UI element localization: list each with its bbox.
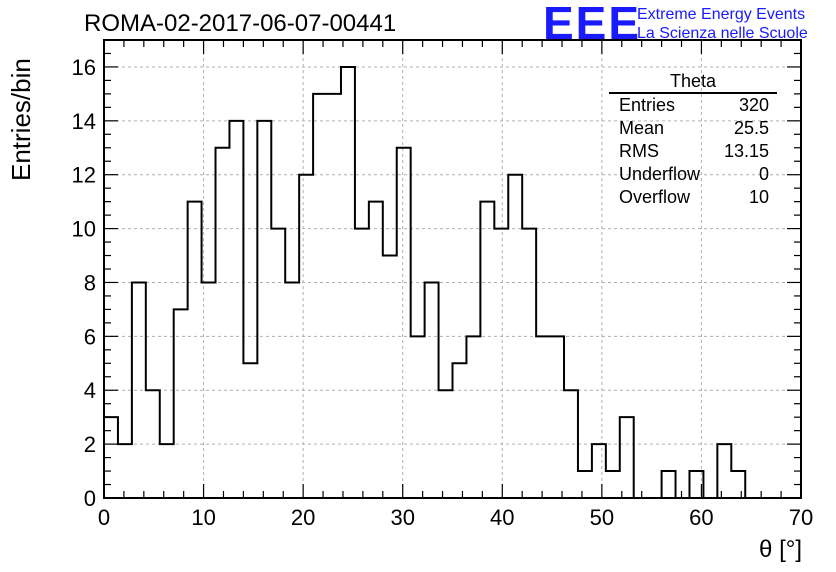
stats-row: Underflow 0: [609, 163, 777, 186]
x-tick-label: 30: [390, 505, 414, 530]
histogram-bin: [243, 363, 257, 498]
stats-row: Mean 25.5: [609, 117, 777, 140]
histogram-bin: [174, 309, 188, 498]
histogram-bin: [257, 121, 271, 498]
stats-row: Overflow 10: [609, 186, 777, 209]
tick-labels: 0 10 20 30 40 50 60 70 0 2 4 6 8 10 12 14 16: [72, 55, 814, 530]
histogram-bin: [662, 471, 676, 498]
x-tick-label: 20: [291, 505, 315, 530]
histogram-bin: [313, 94, 327, 498]
histogram-bin: [355, 229, 369, 498]
stats-label: Overflow: [619, 187, 691, 207]
x-tick-label: 40: [490, 505, 514, 530]
y-axis-label: Entries/bin: [6, 58, 36, 181]
stats-value: 0: [758, 164, 769, 184]
y-tick-label: 16: [72, 55, 96, 80]
eee-logo: EEE: [543, 0, 642, 49]
histogram-bin: [731, 471, 745, 498]
histogram-bin: [188, 202, 202, 498]
stats-row: RMS 13.15: [609, 140, 777, 163]
stats-label: Mean: [619, 118, 665, 138]
x-tick-label: 50: [590, 505, 614, 530]
histogram-bin: [216, 148, 230, 498]
histogram-bin: [118, 444, 132, 498]
histogram-bin: [132, 282, 146, 498]
histogram-bin: [620, 417, 634, 498]
histogram-bin: [717, 444, 731, 498]
histogram-bins: [103, 65, 801, 499]
y-tick-label: 2: [84, 432, 96, 457]
stats-label: RMS: [619, 141, 659, 161]
histogram-outline: [103, 65, 801, 499]
x-tick-label: 10: [191, 505, 215, 530]
y-tick-label: 8: [84, 270, 96, 295]
histogram-bin: [397, 148, 411, 498]
x-tick-label: 70: [789, 505, 813, 530]
histogram-bin: [466, 336, 480, 498]
histogram-bin: [494, 229, 508, 498]
y-tick-label: 6: [84, 324, 96, 349]
logo-line-1: Extreme Energy Events: [637, 6, 806, 23]
y-tick-label: 12: [72, 163, 96, 188]
histogram-bin: [271, 229, 285, 498]
chart-title: ROMA-02-2017-06-07-00441: [84, 10, 397, 37]
histogram-bin: [536, 336, 550, 498]
stats-value: 13.15: [723, 141, 769, 161]
x-tick-label: 0: [98, 505, 110, 530]
x-tick-label: 60: [689, 505, 713, 530]
histogram-bin: [592, 444, 606, 498]
y-tick-label: 4: [84, 378, 96, 403]
histogram-bin: [522, 229, 536, 498]
x-axis-label: θ [°]: [759, 536, 802, 563]
histogram-bin: [229, 121, 243, 498]
stats-row: Entries 320: [609, 94, 777, 117]
histogram-bin: [550, 336, 564, 498]
histogram-bin: [411, 336, 425, 498]
histogram-bin: [383, 256, 397, 498]
histogram-bin: [299, 175, 313, 498]
stats-label: Underflow: [619, 164, 701, 184]
y-tick-label: 10: [72, 217, 96, 242]
stats-box: Theta Entries 320 Mean 25.5 RMS 13.15 Under…: [609, 70, 777, 209]
plot-frame: [103, 39, 802, 499]
y-tick-label: 0: [84, 486, 96, 511]
stats-value: 10: [748, 187, 769, 207]
logo-line-2: La Scienza nelle Scuole: [637, 25, 808, 42]
histogram-bin: [453, 363, 467, 498]
stats-value: 25.5: [733, 118, 769, 138]
stats-title: Theta: [609, 70, 777, 94]
stats-value: 320: [738, 95, 769, 115]
histogram-bin: [327, 94, 341, 498]
histogram-bin: [578, 471, 592, 498]
histogram-bin: [369, 202, 383, 498]
histogram-bin: [160, 444, 174, 498]
y-tick-label: 14: [72, 109, 96, 134]
stats-label: Entries: [619, 95, 676, 115]
histogram-bin: [606, 471, 620, 498]
histogram-bin: [480, 202, 494, 498]
